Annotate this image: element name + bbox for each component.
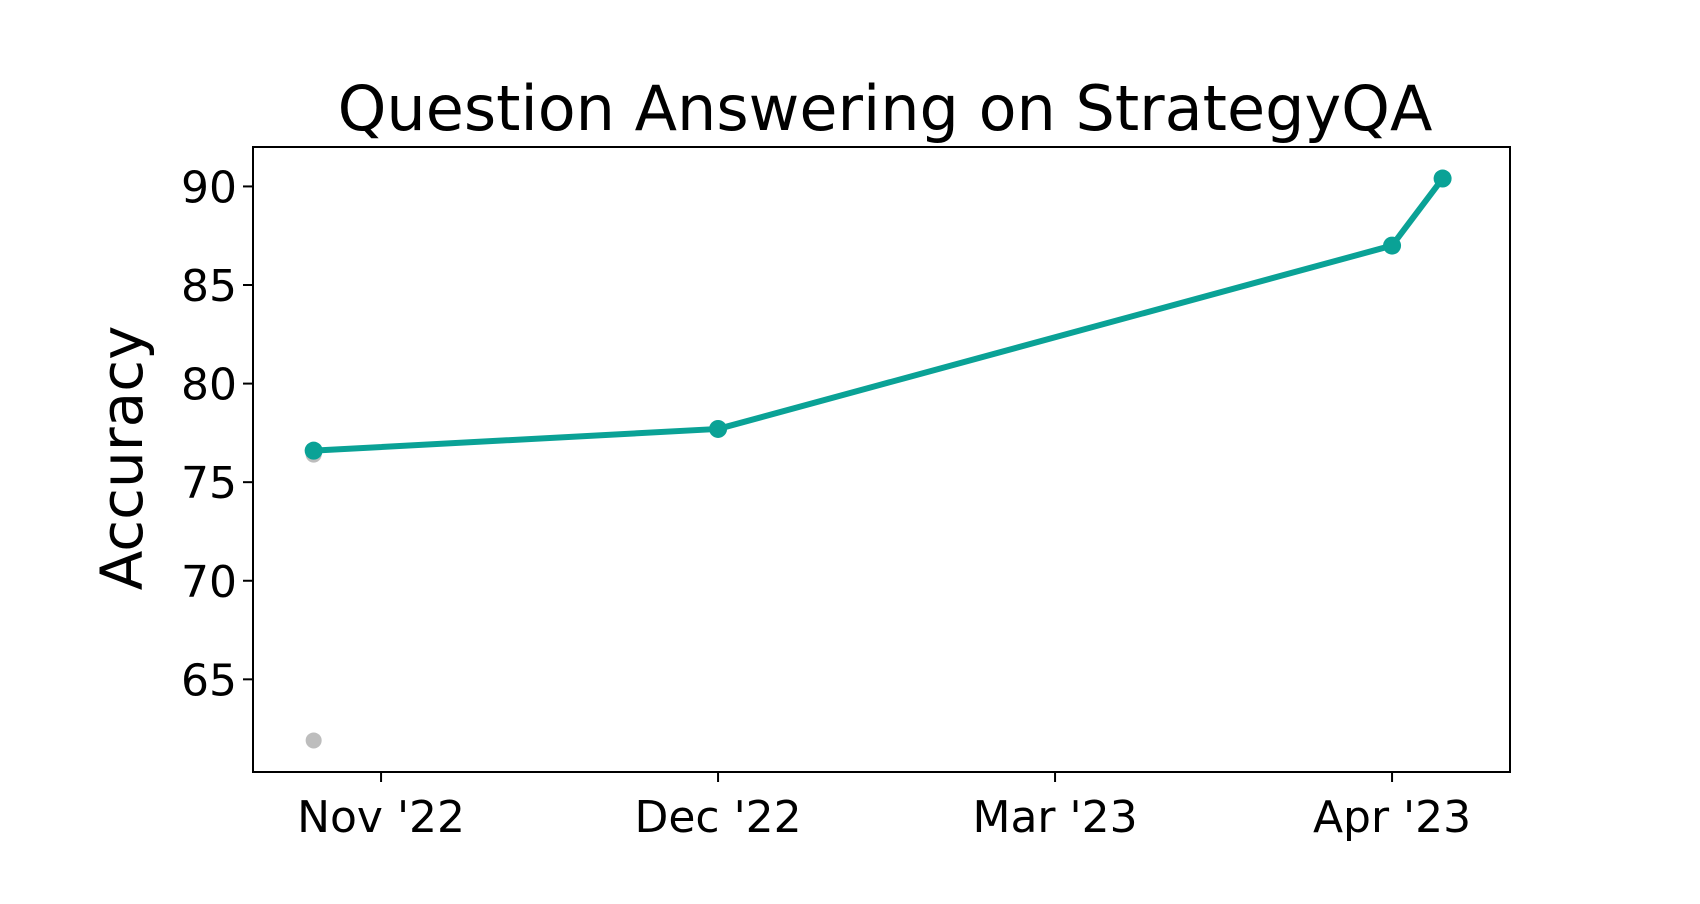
plot-frame [252,146,1511,773]
series-point [709,419,728,438]
x-tick-label: Mar '23 [973,792,1138,843]
y-tick-label: 80 [181,360,237,411]
y-tick-label: 75 [181,458,237,509]
plot-area: 65 70 75 80 85 90 Nov '22 Dec '22 Mar '23 Apr '23 [181,146,1511,843]
y-axis-label: Accuracy [88,326,156,591]
y-tick-label: 70 [181,557,237,608]
chart-title: Question Answering on StrategyQA [338,72,1433,145]
series-point [304,441,323,460]
y-tick-label: 90 [181,162,237,213]
series-point [1383,236,1402,255]
y-tick-label: 65 [181,655,237,706]
series-line [310,175,1446,454]
x-tick-label: Apr '23 [1313,792,1471,843]
background-point [305,732,322,749]
y-tick-label: 85 [181,261,237,312]
series-point [1433,169,1452,188]
x-tick-label: Dec '22 [634,792,801,843]
x-tick-label: Nov '22 [297,792,465,843]
